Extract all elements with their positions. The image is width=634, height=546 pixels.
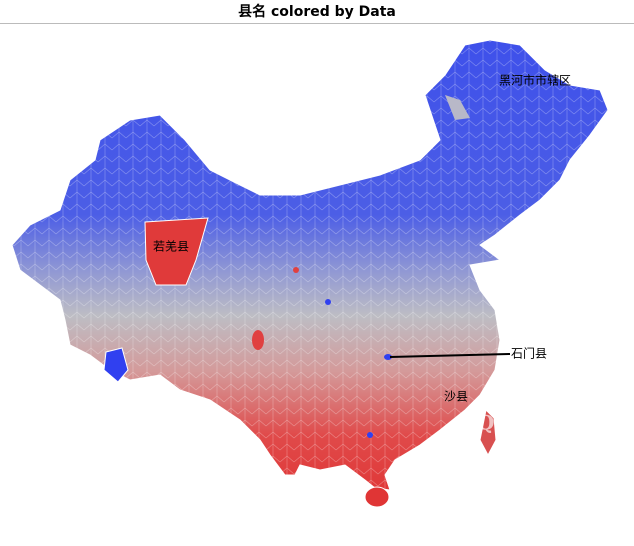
region-label: 石门县 [511,346,547,361]
gray-region [445,95,470,120]
region-label: 若羌县 [153,240,189,254]
hainan [364,486,390,508]
title: 县名 colored by Data [238,3,396,20]
blue-region [103,347,129,383]
taiwan [479,408,497,457]
shimen-region [384,354,392,360]
red-region [293,267,299,273]
region-label: 沙县 [444,390,468,404]
country-shape [11,39,609,508]
district-borders [12,40,608,490]
blue-region [367,432,373,438]
watermark: QuAInS [477,411,563,435]
red-region [252,330,264,350]
region-label: 黑河市市辖区 [499,73,571,88]
callout-line [389,353,511,358]
ruoqiang-region [144,217,209,286]
blue-region [325,299,331,305]
